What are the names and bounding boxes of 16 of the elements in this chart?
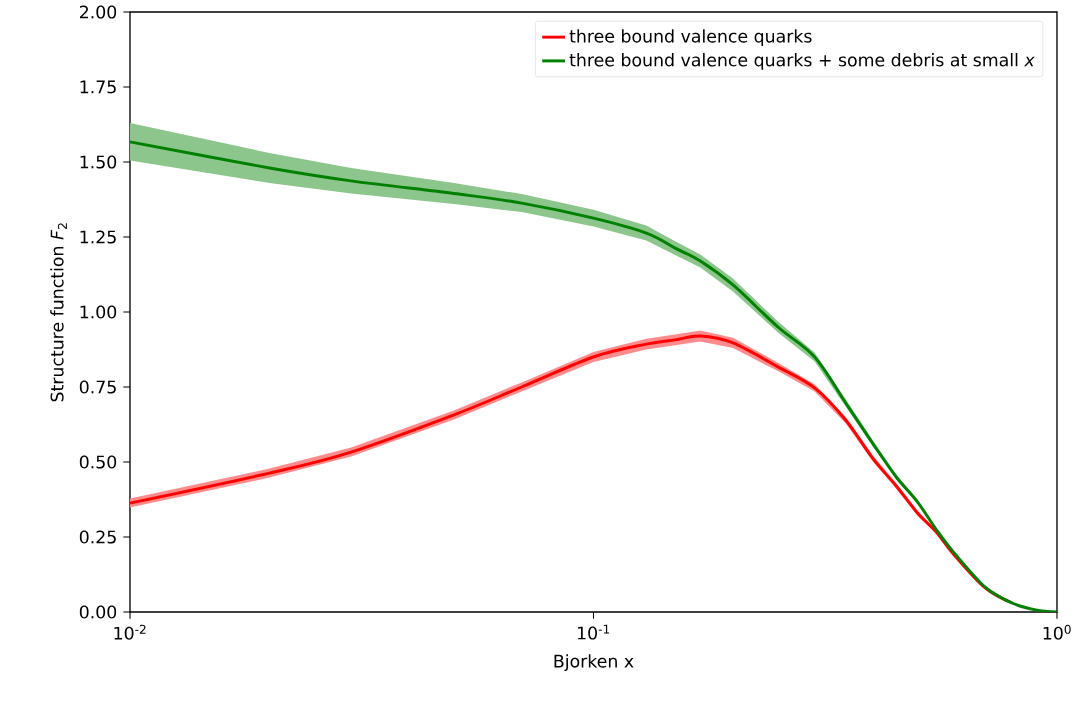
- y-tick-label: 2.00: [79, 5, 117, 19]
- legend-label: three bound valence quarks: [569, 29, 812, 47]
- y-tick-label: 1.00: [80, 305, 117, 319]
- y-tick-label: 1.25: [80, 230, 116, 244]
- x-tick-label: 10$^{-1}$: [577, 624, 610, 640]
- x-tick-label: 10$^{-2}$: [114, 624, 146, 640]
- y-axis-title: Structure function F$_{2}$: [50, 223, 67, 402]
- legend-label: three bound valence quarks + some debris at small x: [569, 53, 1035, 70]
- x-axis-title: Bjorken x: [554, 654, 634, 672]
- y-tick-label: 1.75: [80, 80, 116, 94]
- y-tick-label: 0.50: [79, 455, 117, 469]
- y-tick-label: 0.75: [79, 380, 116, 394]
- x-tick-label: 10$^{0}$: [1043, 624, 1071, 640]
- y-tick-label: 0.25: [79, 530, 116, 544]
- y-tick-label: 1.50: [80, 155, 117, 169]
- y-tick-label: 0.00: [79, 605, 117, 619]
